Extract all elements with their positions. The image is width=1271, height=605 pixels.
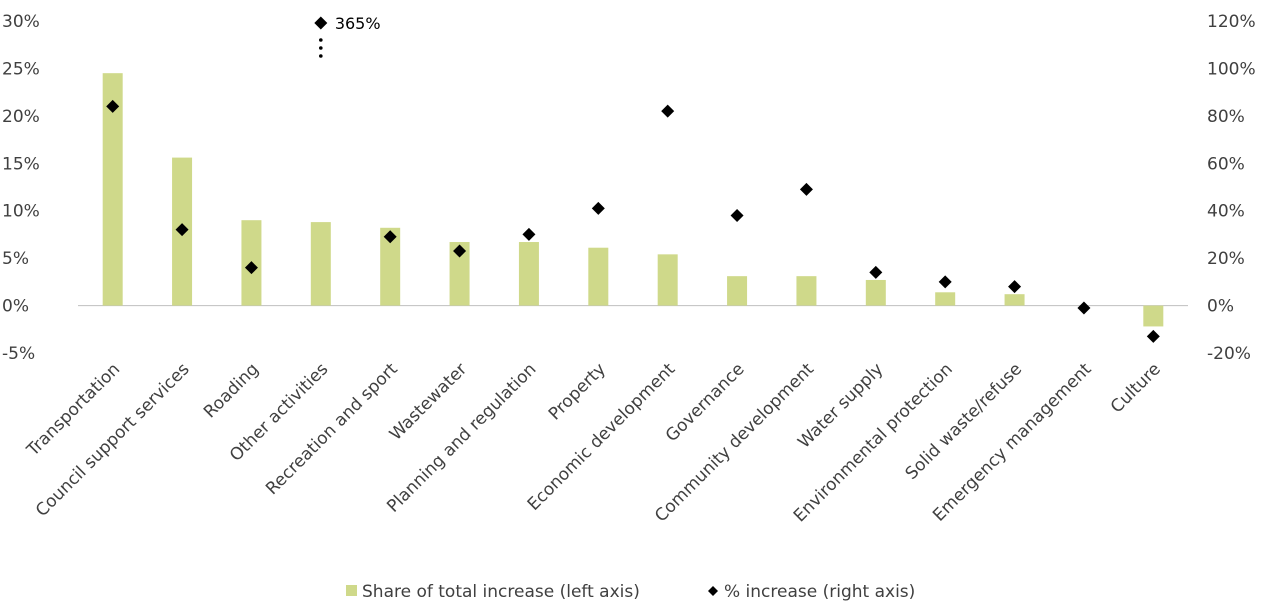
left-tick-label: -5%	[2, 344, 35, 364]
diamond-marker	[106, 99, 120, 113]
category-label: Recreation and sport	[262, 359, 402, 499]
left-tick-label: 20%	[2, 107, 40, 127]
bar-series	[102, 73, 1164, 327]
bar	[865, 279, 886, 306]
annotation-dot	[319, 54, 323, 58]
annotation-dot	[319, 46, 323, 50]
bar	[935, 292, 956, 306]
diamond-marker	[1008, 280, 1022, 294]
legend-label-share: Share of total increase (left axis)	[362, 582, 640, 602]
annotation-dot	[319, 38, 323, 42]
category-label: Culture	[1107, 359, 1165, 417]
bar	[380, 227, 401, 306]
annotation-label: 365%	[335, 14, 381, 33]
left-tick-label: 0%	[2, 297, 29, 317]
diamond-marker	[869, 265, 883, 279]
left-tick-label: 25%	[2, 59, 40, 79]
right-tick-label: 60%	[1207, 154, 1245, 174]
bar	[102, 73, 123, 306]
right-tick-label: -20%	[1207, 344, 1251, 364]
legend-bar-swatch	[346, 585, 357, 596]
bar	[657, 254, 678, 306]
legend-label-increase: % increase (right axis)	[724, 582, 915, 602]
right-tick-label: 20%	[1207, 249, 1245, 269]
annotation: 365%	[319, 14, 381, 58]
legend-diamond-swatch	[708, 586, 718, 596]
diamond-marker	[799, 182, 813, 196]
diamond-marker	[383, 230, 397, 244]
left-axis: 30% 25% 20% 15% 10% 5% 0% -5%	[2, 12, 40, 364]
right-tick-label: 120%	[1207, 12, 1256, 32]
diamond-marker	[314, 16, 328, 30]
legend: Share of total increase (left axis) % in…	[346, 582, 915, 602]
diamond-marker	[175, 223, 189, 237]
right-tick-label: 40%	[1207, 202, 1245, 222]
category-label: Planning and regulation	[383, 359, 540, 516]
marker-series	[106, 16, 1160, 343]
right-axis: 120% 100% 80% 60% 40% 20% 0% -20%	[1207, 12, 1256, 364]
category-label: Roading	[200, 359, 263, 422]
diamond-marker	[1077, 301, 1091, 315]
category-label: Economic development	[524, 359, 680, 515]
bar	[1004, 294, 1025, 306]
left-tick-label: 30%	[2, 12, 40, 32]
right-tick-label: 80%	[1207, 107, 1245, 127]
bar	[796, 276, 817, 306]
category-label: Property	[545, 359, 610, 424]
diamond-marker	[453, 244, 467, 258]
bar	[1143, 305, 1164, 327]
diamond-marker	[1146, 329, 1160, 343]
right-tick-label: 100%	[1207, 59, 1256, 79]
category-label: Solid waste/refuse	[902, 359, 1026, 483]
left-tick-label: 15%	[2, 154, 40, 174]
bar	[449, 242, 470, 306]
diamond-marker	[591, 201, 605, 215]
diamond-marker	[522, 227, 536, 241]
right-tick-label: 0%	[1207, 297, 1234, 317]
bar	[588, 247, 609, 306]
diamond-marker	[244, 261, 258, 275]
bar	[310, 222, 331, 306]
bar	[727, 276, 748, 306]
left-tick-label: 10%	[2, 202, 40, 222]
left-tick-label: 5%	[2, 249, 29, 269]
diamond-marker	[938, 275, 952, 289]
bar	[518, 242, 539, 306]
diamond-marker	[661, 104, 675, 118]
diamond-marker	[730, 208, 744, 222]
